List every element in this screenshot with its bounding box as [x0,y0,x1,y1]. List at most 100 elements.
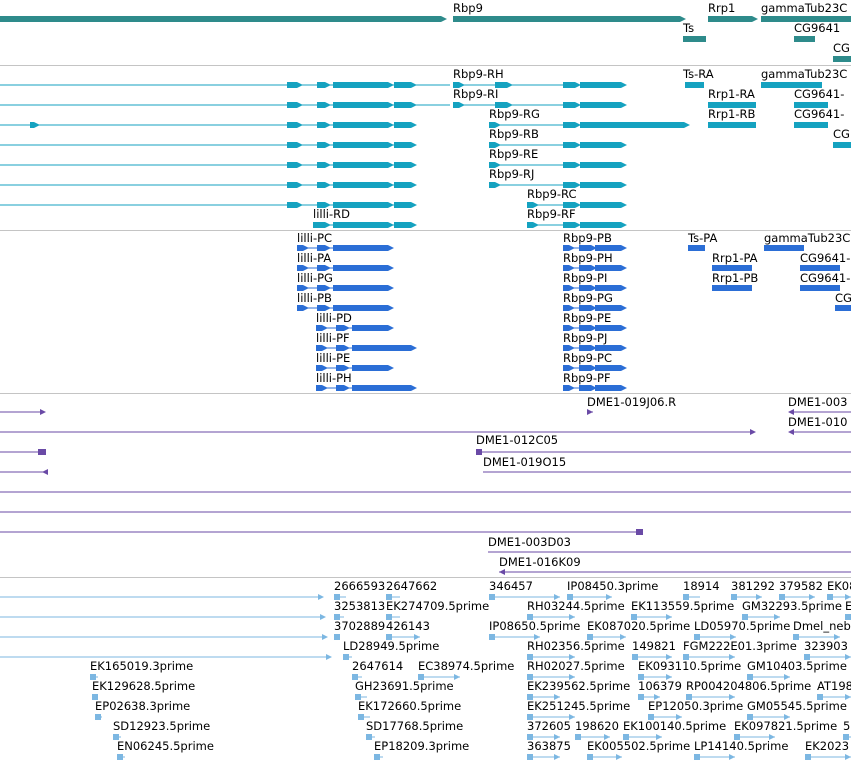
est-label[interactable]: 381292 [731,579,775,593]
est-label[interactable]: EK172660.5prime [358,699,462,713]
est-label[interactable]: EK005502.5prime [587,739,691,753]
est-label[interactable]: EC38974.5prime [418,659,515,673]
est-label[interactable]: EN06245.5prime [117,739,214,753]
protein-label[interactable]: lilli-PA [297,251,332,265]
transcript-label[interactable]: gammaTub23C [761,67,848,81]
est-label[interactable]: SD12923.5prime [113,719,211,733]
est-label[interactable]: 3702889 [334,619,386,633]
est-label[interactable]: RH02356.5prime [527,639,625,653]
est-label[interactable]: FGM222E01.3prime [683,639,797,653]
transcript-label[interactable]: Rbp9-RJ [489,167,535,181]
protein-label[interactable]: lilli-PF [316,331,350,345]
protein-label[interactable]: lilli-PH [316,371,352,385]
est-label[interactable]: LD28949.5prime [343,639,440,653]
est-label[interactable]: EP02638.3prime [95,699,191,713]
clone-label[interactable]: DME1-012C05 [476,433,559,447]
protein-label[interactable]: CG9641- [800,271,851,285]
clone-label[interactable]: DME1-010 [788,415,848,429]
gene-label[interactable]: Rrp1 [708,1,736,15]
est-label[interactable]: 379582 [779,579,823,593]
est-label[interactable]: 363875 [527,739,571,753]
gene-label[interactable]: CG [833,41,850,55]
est-label[interactable]: IP08650.5prime [489,619,581,633]
transcript-label[interactable]: Rbp9-RE [489,147,539,161]
est-label[interactable]: 372605 [527,719,571,733]
est-label[interactable]: E [845,599,851,613]
est-label[interactable]: 198620 [575,719,619,733]
clone-label[interactable]: DME1-019J06.R [587,395,677,409]
protein-label[interactable]: CG [835,291,851,305]
transcript-label[interactable]: Rrp1-RA [708,87,755,101]
transcript-label[interactable]: Rbp9-RI [453,87,499,101]
transcript-label[interactable]: Rbp9-RH [453,67,504,81]
transcript-label[interactable]: Rbp9-RG [489,107,540,121]
protein-label[interactable]: Ts-PA [688,231,718,245]
est-label[interactable]: EK093110.5prime [638,659,742,673]
protein-label[interactable]: Rrp1-PA [712,251,758,265]
transcript-label[interactable]: lilli-RD [313,207,350,221]
transcript-label[interactable]: Ts-RA [683,67,714,81]
clone-label[interactable]: DME1-019O15 [483,455,567,469]
est-label[interactable]: EK251245.5prime [527,699,631,713]
protein-label[interactable]: gammaTub23C [764,231,851,245]
est-label[interactable]: GM05545.5prime [747,699,847,713]
protein-label[interactable]: CG9641- [800,251,851,265]
protein-label[interactable]: Rbp9-PG [563,291,613,305]
protein-label[interactable]: Rbp9-PF [563,371,611,385]
est-label[interactable]: LP14140.5prime [694,739,789,753]
est-label[interactable]: 149821 [632,639,676,653]
clone-label[interactable]: DME1-016K09 [499,555,581,569]
protein-label[interactable]: lilli-PG [297,271,333,285]
clone-label[interactable]: DME1-003 [788,395,848,409]
est-label[interactable]: 323903 [804,639,848,653]
est-label[interactable]: AT198 [817,679,851,693]
est-label[interactable]: SD17768.5prime [366,719,464,733]
est-label[interactable]: LD05970.5prime [694,619,791,633]
transcript-label[interactable]: Rbp9-RF [527,207,576,221]
est-label[interactable]: RP004204806.5prime [686,679,812,693]
gene-label[interactable]: Rbp9 [453,1,483,15]
est-label[interactable]: 3253813 [334,599,386,613]
est-label[interactable]: IP08450.3prime [567,579,659,593]
est-label[interactable]: 426143 [386,619,430,633]
est-label[interactable]: 18914 [683,579,720,593]
est-label[interactable]: 2647662 [386,579,438,593]
est-label[interactable]: EP18209.3prime [374,739,470,753]
gene-label[interactable]: gammaTub23C [761,1,848,15]
est-label[interactable]: EK087020.5prime [587,619,691,633]
protein-label[interactable]: Rbp9-PE [563,311,612,325]
est-label[interactable]: EK097821.5prime [734,719,838,733]
est-label[interactable]: Dmel_neb [793,619,851,633]
transcript-label[interactable]: Rbp9-RC [527,187,577,201]
est-label[interactable]: 106379 [638,679,682,693]
protein-label[interactable]: lilli-PE [316,351,351,365]
protein-label[interactable]: Rbp9-PJ [563,331,608,345]
est-label[interactable]: 2666593 [334,579,386,593]
est-label[interactable]: EK2023 [805,739,850,753]
est-label[interactable]: EP12050.3prime [648,699,744,713]
est-label[interactable]: EK165019.3prime [90,659,194,673]
est-label[interactable]: GM32293.5prime [742,599,842,613]
transcript-label[interactable]: CG [833,127,850,141]
transcript-label[interactable]: CG9641- [794,87,845,101]
est-label[interactable]: GM10403.5prime [747,659,847,673]
protein-label[interactable]: Rbp9-PB [563,231,612,245]
est-label[interactable]: EK239562.5prime [527,679,631,693]
est-label[interactable]: 346457 [489,579,533,593]
est-label[interactable]: GH23691.5prime [355,679,454,693]
est-label[interactable]: 5 [843,719,851,733]
protein-label[interactable]: lilli-PD [316,311,352,325]
est-label[interactable]: EK08 [827,579,851,593]
clone-label[interactable]: DME1-003D03 [488,535,571,549]
est-label[interactable]: EK274709.5prime [386,599,490,613]
est-label[interactable]: EK129628.5prime [92,679,196,693]
transcript-label[interactable]: Rrp1-RB [708,107,756,121]
protein-label[interactable]: lilli-PB [297,291,332,305]
gene-label[interactable]: CG9641 [794,21,841,35]
est-label[interactable]: EK113559.5prime [631,599,735,613]
gene-label[interactable]: Ts [683,21,695,35]
protein-label[interactable]: Rbp9-PC [563,351,613,365]
protein-label[interactable]: Rbp9-PI [563,271,608,285]
protein-label[interactable]: Rbp9-PH [563,251,613,265]
est-label[interactable]: RH03244.5prime [527,599,625,613]
